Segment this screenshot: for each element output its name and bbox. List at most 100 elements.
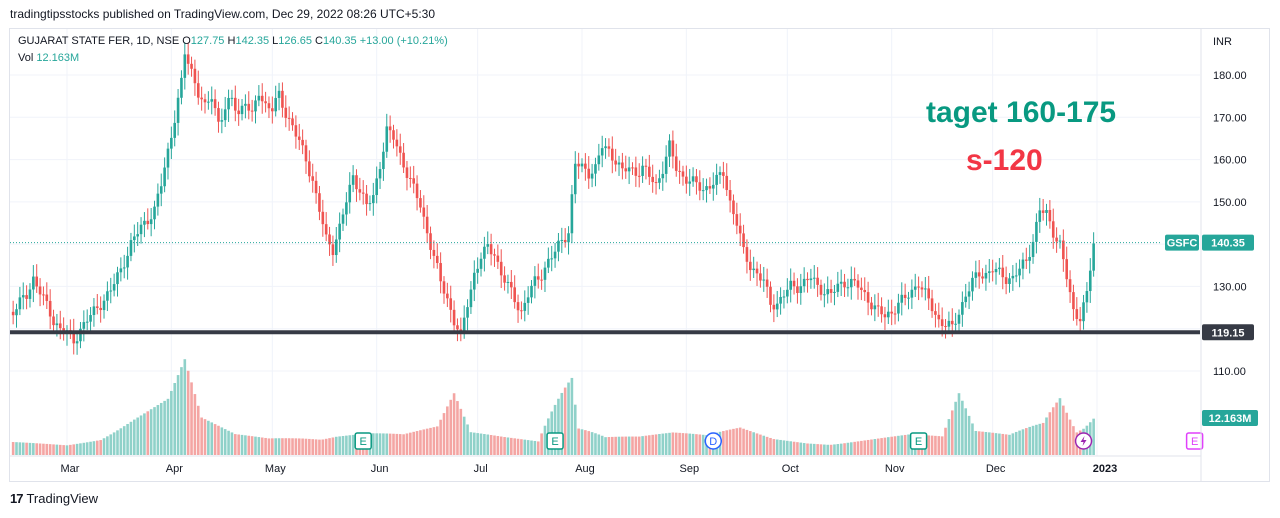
volume-bar (927, 435, 930, 455)
volume-bar (180, 367, 183, 455)
tradingview-footer[interactable]: 17 TradingView (10, 491, 98, 506)
volume-bar (883, 437, 887, 455)
candle-body (887, 311, 890, 318)
volume-bar (567, 382, 570, 455)
candle-body (412, 178, 415, 184)
candle-body (708, 186, 712, 189)
volume-bar (230, 432, 234, 455)
candle-body (836, 283, 840, 292)
candle-body (816, 277, 819, 285)
candle-body (459, 329, 463, 331)
volume-bar (506, 437, 510, 455)
candle-body (277, 90, 281, 98)
candle-body (950, 320, 954, 325)
earnings-marker-label: E (915, 436, 922, 448)
candle-body (419, 198, 422, 208)
candle-body (789, 280, 792, 290)
x-tick-label: Dec (986, 463, 1006, 475)
candle-body (907, 297, 910, 299)
candle-body (328, 234, 331, 245)
candle-body (351, 175, 355, 185)
candle-body (193, 68, 197, 84)
volume-bar (250, 436, 254, 455)
candle-body (890, 311, 893, 314)
candle-body (900, 294, 904, 303)
volume-bar (412, 431, 415, 455)
symbol-label: GUJARAT STATE FER, 1D, NSE (18, 35, 180, 47)
y-tick-label: 180.00 (1213, 70, 1247, 82)
volume-bar (897, 435, 900, 455)
volume-bar (382, 433, 385, 455)
volume-bar (351, 434, 355, 455)
candle-body (274, 97, 277, 112)
candle-body (664, 156, 668, 174)
volume-bar (806, 443, 809, 455)
candle-body (230, 97, 234, 99)
volume-bar (1038, 423, 1042, 455)
candle-body (405, 167, 409, 178)
candle-body (910, 289, 914, 298)
candle-body (759, 273, 762, 281)
symbol-badge (1165, 234, 1199, 251)
volume-bar (860, 440, 863, 455)
x-tick-label: Nov (885, 463, 905, 475)
candle-body (180, 77, 183, 98)
volume-bar (237, 434, 240, 455)
candle-body (829, 289, 833, 293)
volume-bar (210, 422, 214, 455)
volume-bar (1051, 407, 1055, 455)
candle-body (106, 291, 109, 301)
volume-bar (631, 436, 634, 455)
candle-body (681, 171, 685, 177)
candle-body (573, 163, 577, 195)
volume-bar (143, 413, 146, 455)
volume-bar (998, 433, 1001, 455)
volume-bar (600, 435, 604, 455)
candle-body (553, 251, 557, 259)
candle-body (644, 165, 648, 167)
candle-body (217, 108, 220, 122)
candle-body (796, 286, 799, 294)
candle-body (543, 267, 547, 280)
volume-bar (819, 444, 823, 455)
volume-bar (786, 440, 789, 455)
volume-bar (1035, 424, 1038, 455)
volume-badge (1202, 410, 1258, 426)
candle-body (170, 137, 173, 149)
volume-bar (456, 401, 459, 455)
candle-body (237, 110, 240, 115)
candle-body (1072, 292, 1075, 310)
candle-body (58, 323, 62, 329)
candle-body (506, 281, 510, 283)
candle-body (143, 220, 146, 225)
candle-body (540, 279, 543, 281)
volume-bar (21, 442, 25, 455)
candle-body (223, 109, 227, 121)
candle-body (18, 297, 22, 310)
volume-bar (520, 439, 523, 455)
candle-body (89, 315, 92, 322)
volume-bar (843, 443, 846, 455)
candle-body (977, 272, 981, 277)
volume-bar (220, 427, 224, 455)
open-label: O (182, 35, 191, 47)
candle-body (1028, 257, 1031, 261)
volume-bar (873, 439, 877, 455)
volume-bar (934, 435, 937, 455)
volume-bar (981, 431, 984, 455)
volume-bar (668, 432, 671, 455)
candle-body (998, 267, 1001, 270)
volume-bar (388, 433, 392, 455)
candle-body (792, 280, 796, 287)
candle-body (264, 101, 267, 104)
candle-body (146, 220, 150, 225)
volume-bar (311, 439, 315, 455)
volume-bar (977, 431, 981, 455)
volume-bar (493, 435, 496, 455)
candle-body (203, 99, 207, 103)
candle-body (271, 108, 274, 112)
candle-body (483, 246, 486, 259)
support-price-badge (1202, 324, 1254, 341)
candle-body (321, 211, 325, 225)
